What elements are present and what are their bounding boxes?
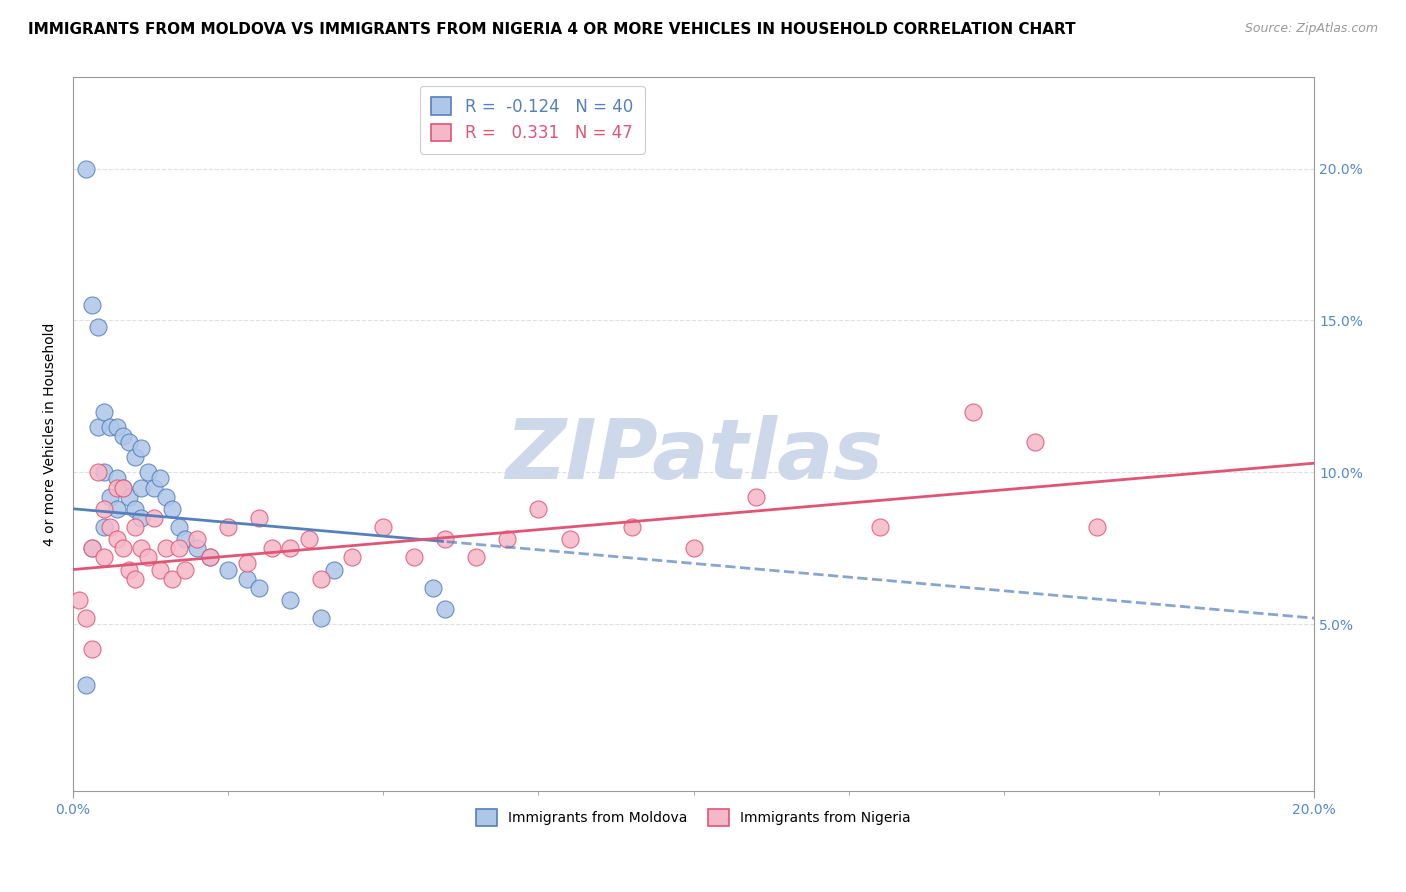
Point [105,532,128,546]
Point [744,490,766,504]
Point [167,520,190,534]
Point [98,490,121,504]
Point [105,481,128,495]
Point [217,520,239,534]
Point [93,501,115,516]
Point [155,490,177,504]
Point [1085,520,1108,534]
Point [142,481,165,495]
Point [111,541,134,556]
Point [131,441,153,455]
Y-axis label: 4 or more Vehicles in Household: 4 or more Vehicles in Household [44,323,58,546]
Point [173,562,195,576]
Point [87,466,110,480]
Point [422,581,444,595]
Point [682,541,704,556]
Point [373,520,395,534]
Point [298,532,321,546]
Point [136,466,159,480]
Point [322,562,344,576]
Point [98,520,121,534]
Legend: Immigrants from Moldova, Immigrants from Nigeria: Immigrants from Moldova, Immigrants from… [468,801,920,834]
Point [869,520,891,534]
Point [198,550,221,565]
Point [93,550,115,565]
Point [131,541,153,556]
Point [124,501,146,516]
Point [93,404,115,418]
Point [131,481,153,495]
Point [136,550,159,565]
Text: Source: ZipAtlas.com: Source: ZipAtlas.com [1244,22,1378,36]
Point [149,562,172,576]
Text: ZIPatlas: ZIPatlas [505,416,883,496]
Point [162,572,184,586]
Point [93,466,115,480]
Point [404,550,426,565]
Point [558,532,581,546]
Point [342,550,364,565]
Point [186,541,208,556]
Point [198,550,221,565]
Point [118,562,141,576]
Point [80,541,103,556]
Point [118,490,141,504]
Point [80,541,103,556]
Point [80,298,103,312]
Point [111,429,134,443]
Point [105,471,128,485]
Point [173,532,195,546]
Point [247,581,270,595]
Point [80,641,103,656]
Point [67,593,90,607]
Point [434,602,457,616]
Point [142,511,165,525]
Point [162,501,184,516]
Point [1024,434,1046,449]
Point [434,532,457,546]
Point [87,419,110,434]
Point [149,471,172,485]
Point [98,419,121,434]
Point [260,541,283,556]
Point [124,572,146,586]
Point [247,511,270,525]
Point [278,541,301,556]
Point [111,481,134,495]
Point [75,161,97,176]
Point [620,520,643,534]
Point [124,520,146,534]
Point [217,562,239,576]
Point [155,541,177,556]
Point [527,501,550,516]
Point [105,419,128,434]
Point [278,593,301,607]
Point [236,557,259,571]
Point [131,511,153,525]
Point [105,501,128,516]
Point [75,611,97,625]
Point [465,550,488,565]
Point [186,532,208,546]
Point [75,678,97,692]
Point [111,481,134,495]
Point [496,532,519,546]
Point [311,572,333,586]
Point [167,541,190,556]
Point [93,520,115,534]
Point [124,450,146,464]
Point [311,611,333,625]
Point [962,404,984,418]
Point [87,319,110,334]
Text: IMMIGRANTS FROM MOLDOVA VS IMMIGRANTS FROM NIGERIA 4 OR MORE VEHICLES IN HOUSEHO: IMMIGRANTS FROM MOLDOVA VS IMMIGRANTS FR… [28,22,1076,37]
Point [118,434,141,449]
Point [236,572,259,586]
